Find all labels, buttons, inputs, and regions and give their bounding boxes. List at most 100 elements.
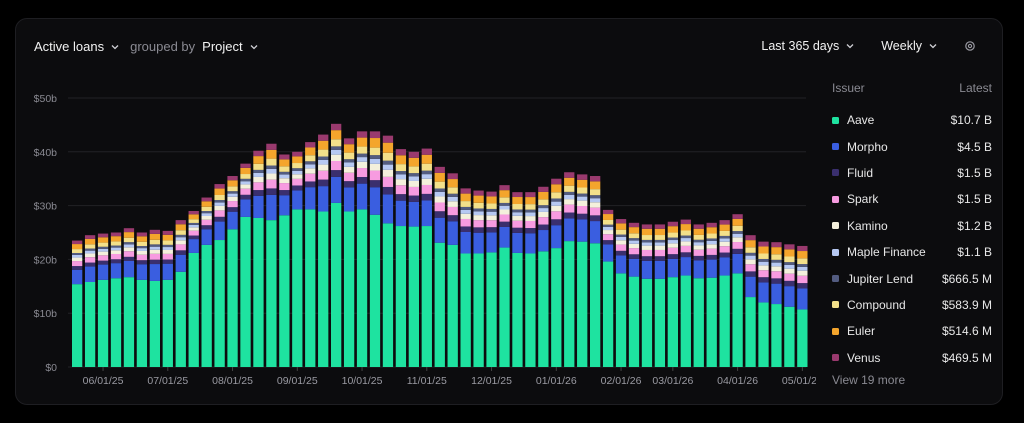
view-more-link[interactable]: View 19 more <box>832 372 906 387</box>
bar-segment-euler <box>331 130 342 140</box>
bar-segment-kamino <box>602 230 614 235</box>
bar-segment-fluid <box>797 283 808 289</box>
bar-segment-kamino <box>512 215 523 221</box>
bar-segment-kamino <box>421 178 432 185</box>
bar-segment-euler <box>72 244 83 250</box>
bar-segment-fluid <box>162 259 173 264</box>
legend-issuer-name: Venus <box>847 350 881 365</box>
bar-segment-venus <box>110 232 122 237</box>
legend-item[interactable]: Compound $583.9 M <box>832 292 992 318</box>
bar-segment-spark <box>667 247 678 255</box>
bar-segment-aave <box>110 278 122 367</box>
bar-segment-morpho <box>72 269 83 285</box>
x-tick-label: 03/01/26 <box>652 375 693 387</box>
bar-segment-fluid <box>292 185 303 191</box>
legend-item[interactable]: Jupiter Lend $666.5 M <box>832 265 992 291</box>
legend-item[interactable]: Spark $1.5 B <box>832 186 992 212</box>
gear-icon[interactable] <box>964 40 976 52</box>
interval-dropdown-label[interactable]: Weekly <box>881 39 922 53</box>
bar-segment-kamino <box>499 209 510 215</box>
bar-segment-venus <box>499 185 510 191</box>
bar-segment-kamino <box>343 166 355 173</box>
x-tick-label: 04/01/26 <box>717 375 758 387</box>
bar-segment-euler <box>149 233 160 240</box>
bar-segment-morpho <box>538 230 549 252</box>
bar-segment-compound <box>628 233 640 239</box>
legend-item[interactable]: Fluid $1.5 B <box>832 160 992 186</box>
bar-segment-spark <box>577 206 588 214</box>
bar-segment-maple-finance <box>305 164 316 169</box>
bar-segment-kamino <box>525 216 536 221</box>
bar-segment-aave <box>331 202 342 367</box>
bar-segment-venus <box>680 219 691 225</box>
chevron-down-icon[interactable] <box>249 42 259 52</box>
bar-segment-maple-finance <box>318 159 329 165</box>
bar-segment-venus <box>641 224 653 229</box>
bar-segment-kamino <box>771 266 782 272</box>
bar-segment-venus <box>590 176 601 182</box>
bar-segment-compound <box>667 232 678 238</box>
legend-item[interactable]: Venus $469.5 M <box>832 345 992 371</box>
bar-segment-morpho <box>343 187 355 212</box>
bar-segment-maple-finance <box>447 196 458 202</box>
range-dropdown-label[interactable]: Last 365 days <box>761 39 840 53</box>
bar-segment-aave <box>343 211 355 367</box>
bar-segment-compound <box>227 186 238 192</box>
bar-segment-spark <box>356 168 368 177</box>
bar-segment-aave <box>577 241 588 367</box>
legend-latest-value: $583.9 M <box>941 297 992 312</box>
range-dropdown[interactable]: Last 365 days <box>761 39 855 53</box>
bar-segment-venus <box>201 197 212 202</box>
bar-segment-jupiter-lend <box>72 252 83 255</box>
bar-segment-maple-finance <box>408 176 419 181</box>
bar-segment-jupiter-lend <box>240 178 251 182</box>
bar-segment-venus <box>266 143 277 150</box>
x-tick-label: 10/01/25 <box>342 375 383 387</box>
legend-swatch <box>832 143 839 151</box>
bar-segment-morpho <box>473 232 484 254</box>
group-dropdown-label[interactable]: Project <box>202 39 243 54</box>
bar-segment-kamino <box>110 250 122 254</box>
y-tick-label: $10b <box>34 308 58 320</box>
bar-segment-kamino <box>797 270 808 276</box>
bar-segment-euler <box>706 227 717 234</box>
bar-segment-aave <box>680 275 691 367</box>
y-tick-label: $40b <box>34 147 58 159</box>
bar-segment-euler <box>758 246 769 254</box>
bar-segment-fluid <box>408 195 419 202</box>
chevron-down-icon[interactable] <box>928 41 938 51</box>
bar-segment-fluid <box>771 278 782 284</box>
x-tick-label: 11/01/25 <box>407 375 447 387</box>
bar-segment-venus <box>123 228 135 233</box>
legend-item[interactable]: Kamino $1.2 B <box>832 213 992 239</box>
bar-segment-compound <box>706 233 717 239</box>
bar-segment-venus <box>395 149 407 156</box>
bar-segment-aave <box>499 247 510 367</box>
bar-segment-euler <box>551 184 562 193</box>
bar-segment-kamino <box>693 245 704 250</box>
bar-segment-morpho <box>551 225 562 249</box>
bar-segment-morpho <box>292 190 303 210</box>
chevron-down-icon[interactable] <box>845 41 855 51</box>
bar-segment-jupiter-lend <box>732 231 743 234</box>
bar-segment-fluid <box>628 254 640 259</box>
bar-segment-maple-finance <box>110 247 122 251</box>
bar-segment-compound <box>97 242 109 247</box>
legend-item[interactable]: Aave $10.7 B <box>832 107 992 133</box>
legend-item[interactable]: Maple Finance $1.1 B <box>832 239 992 265</box>
legend-item[interactable]: Morpho $4.5 B <box>832 133 992 159</box>
bar-segment-fluid <box>331 170 342 177</box>
bar-segment-maple-finance <box>331 149 342 155</box>
bar-segment-aave <box>227 229 238 367</box>
bar-segment-jupiter-lend <box>680 235 691 239</box>
bar-segment-morpho <box>201 229 212 245</box>
bar-segment-maple-finance <box>343 162 355 167</box>
bar-segment-aave <box>602 261 614 367</box>
bar-segment-aave <box>771 304 782 367</box>
legend-item[interactable]: Euler $514.6 M <box>832 318 992 344</box>
interval-dropdown[interactable]: Weekly <box>881 39 938 53</box>
chevron-down-icon[interactable] <box>110 42 120 52</box>
bar-segment-maple-finance <box>732 233 743 238</box>
bar-segment-compound <box>188 219 199 223</box>
metric-dropdown-label[interactable]: Active loans <box>34 39 105 54</box>
